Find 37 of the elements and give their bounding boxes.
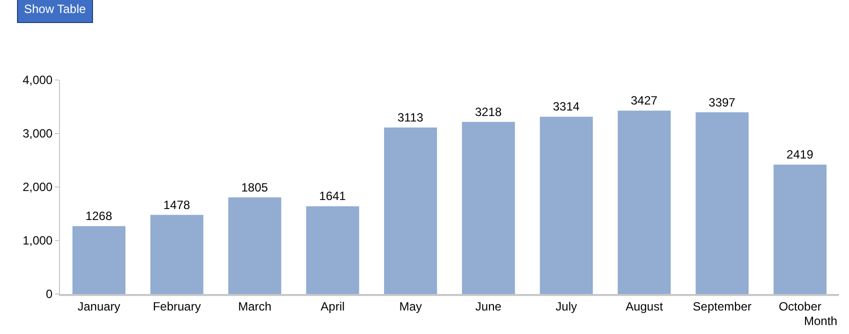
data-label: 3314 bbox=[552, 100, 580, 114]
data-label: 2419 bbox=[786, 148, 814, 162]
bar bbox=[384, 127, 438, 294]
data-label: 3427 bbox=[630, 94, 658, 108]
x-tick-label: June bbox=[475, 299, 502, 314]
x-tick-label: May bbox=[399, 299, 422, 314]
bar bbox=[72, 226, 126, 294]
data-label: 1641 bbox=[319, 189, 346, 204]
data-label: 1478 bbox=[163, 198, 190, 212]
y-tick-label: 1,000 bbox=[22, 234, 53, 248]
x-tick-label: October bbox=[778, 299, 822, 314]
bar bbox=[774, 164, 827, 294]
data-label: 3218 bbox=[474, 104, 502, 119]
y-tick-label: 2,000 bbox=[22, 180, 53, 194]
data-label: 3113 bbox=[397, 110, 424, 124]
x-tick-label: January bbox=[78, 299, 120, 314]
bar bbox=[306, 206, 360, 294]
bar bbox=[540, 116, 593, 294]
text: Show Table bbox=[24, 2, 86, 16]
bar bbox=[618, 110, 671, 294]
bar bbox=[150, 214, 204, 294]
bar bbox=[462, 122, 515, 294]
data-label: 1268 bbox=[85, 209, 112, 224]
y-tick-label: 3,000 bbox=[22, 126, 53, 141]
x-tick-label: April bbox=[320, 299, 345, 314]
x-tick-label: February bbox=[152, 299, 201, 314]
y-tick-label: 4,000 bbox=[22, 73, 53, 88]
x-tick-label: July bbox=[556, 299, 578, 314]
data-label: 3397 bbox=[708, 95, 736, 110]
bar bbox=[228, 197, 282, 294]
x-tick-label: August bbox=[626, 299, 664, 314]
y-tick-label: 0 bbox=[46, 287, 53, 302]
x-axis-title: Month bbox=[804, 314, 838, 328]
x-tick-label: March bbox=[238, 299, 272, 314]
bar bbox=[696, 112, 749, 294]
x-tick-label: September bbox=[692, 299, 752, 314]
data-label: 1805 bbox=[241, 180, 268, 194]
